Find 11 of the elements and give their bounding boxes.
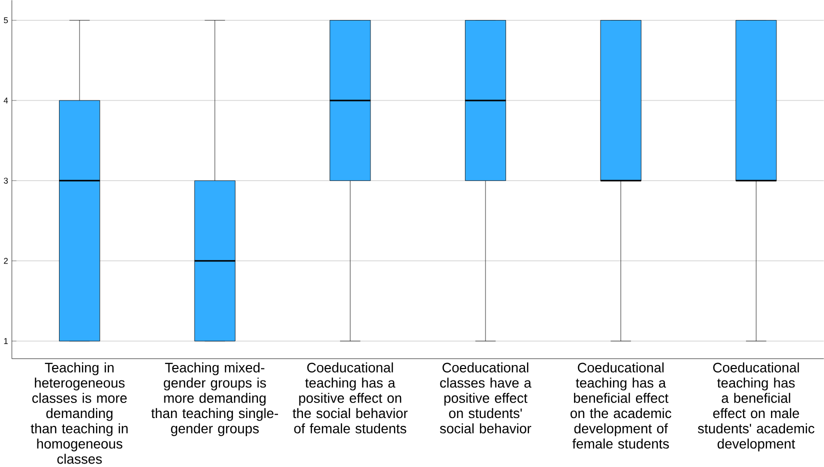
y-tick-label: 3 — [4, 178, 8, 184]
x-tick-label: Coeducational teaching has a positive effect on the social behavior of female students — [292, 362, 408, 434]
y-tick-label: 4 — [4, 97, 8, 104]
x-tick-label: Coeducational teaching has a beneficial effect on male students' academic development — [698, 362, 814, 452]
x-tick-label: Coeducational teaching has a beneficial effect on the academic development of female students — [570, 362, 672, 448]
x-tick-label: Teaching in heterogeneous classes is more demanding than teaching in homogeneous classes — [30, 362, 128, 464]
y-tick-label: 1 — [4, 338, 8, 344]
x-tick-label: Coeducational classes have a positive effect on students' social behavior — [440, 362, 532, 434]
y-tick-label: 2 — [4, 258, 8, 264]
y-tick-label: 5 — [4, 17, 8, 24]
x-tick-label: Teaching mixed-gender groups is more demanding than teaching single-gender groups — [151, 362, 278, 436]
